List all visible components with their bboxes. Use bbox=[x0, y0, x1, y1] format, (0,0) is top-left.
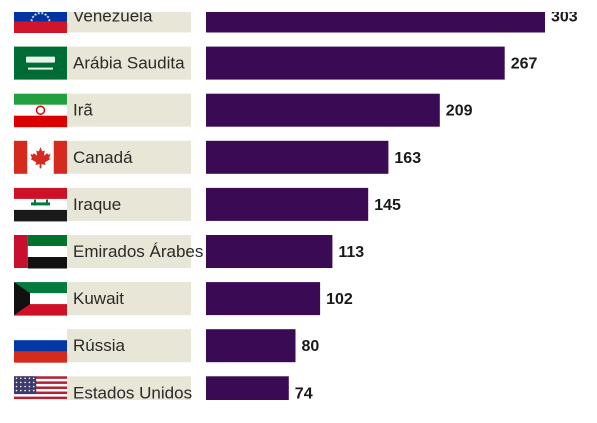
category-label: Estados Unidos bbox=[73, 383, 192, 402]
value-label: 74 bbox=[295, 385, 313, 402]
iran-flag-icon bbox=[14, 93, 67, 128]
value-label: 145 bbox=[374, 197, 401, 214]
bar-russia bbox=[206, 329, 296, 363]
bar-ira bbox=[206, 93, 440, 127]
iraq-flag-icon bbox=[14, 187, 67, 222]
value-label: 163 bbox=[394, 150, 421, 167]
chart-row-venezuela: Venezuela 303 bbox=[14, 7, 578, 33]
category-label: Venezuela bbox=[73, 7, 153, 26]
value-label: 113 bbox=[338, 244, 364, 261]
venezuela-flag-icon bbox=[14, 12, 67, 33]
bar-canada bbox=[206, 140, 389, 174]
category-label: Rússia bbox=[73, 336, 126, 355]
category-label: Canadá bbox=[73, 148, 133, 167]
kuwait-flag-icon bbox=[14, 282, 67, 316]
category-label: Iraque bbox=[73, 195, 121, 214]
chart-row-russia: Rússia 80 bbox=[14, 329, 319, 363]
saudi-arabia-flag-icon bbox=[14, 46, 67, 80]
chart-row-canada: Canadá 163 bbox=[14, 140, 421, 174]
bar-kuwait bbox=[206, 282, 321, 316]
bar-emirados-arabes bbox=[206, 235, 333, 268]
usa-flag-icon bbox=[14, 376, 67, 400]
chart-plot-area: Venezuela 303 Arábia Saudita 267 Irã 209 Canad… bbox=[14, 7, 578, 402]
bar-estados-unidos bbox=[206, 376, 289, 400]
value-label: 303 bbox=[551, 9, 578, 26]
category-label: Arábia Saudita bbox=[73, 54, 185, 73]
chart-row-ira: Irã 209 bbox=[14, 93, 473, 128]
chart-row-emirados-arabes: Emirados Árabes 113 bbox=[14, 235, 364, 269]
category-label: Kuwait bbox=[73, 289, 124, 308]
value-label: 209 bbox=[446, 103, 473, 120]
uae-flag-icon bbox=[14, 235, 68, 269]
value-label: 267 bbox=[511, 56, 538, 73]
chart-row-kuwait: Kuwait 102 bbox=[14, 282, 353, 316]
bar-iraque bbox=[206, 187, 369, 221]
canada-flag-icon bbox=[14, 140, 67, 174]
russia-flag-icon bbox=[14, 329, 67, 363]
chart-row-estados-unidos: Estados Unidos 74 bbox=[14, 376, 313, 402]
category-label: Emirados Árabes bbox=[73, 242, 203, 261]
bar-arabia-saudita bbox=[206, 46, 505, 80]
chart-row-arabia-saudita: Arábia Saudita 267 bbox=[14, 46, 538, 80]
bar-venezuela bbox=[206, 12, 545, 33]
value-label: 102 bbox=[326, 291, 353, 308]
chart-row-iraque: Iraque 145 bbox=[14, 187, 401, 222]
value-label: 80 bbox=[302, 338, 320, 355]
category-label: Irã bbox=[73, 101, 93, 120]
